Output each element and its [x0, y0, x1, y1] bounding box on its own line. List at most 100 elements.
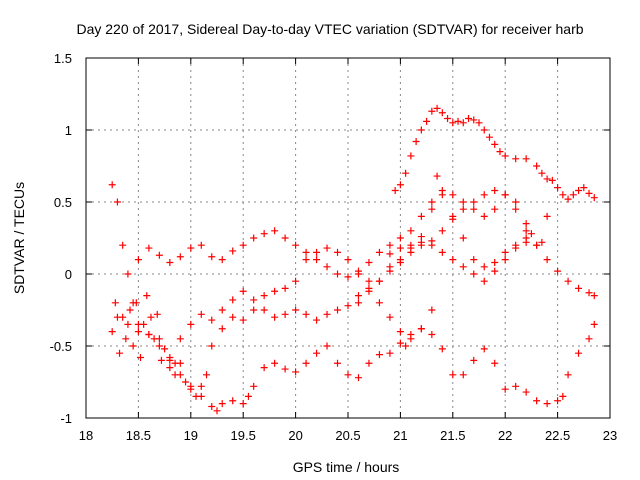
- data-point: [428, 198, 436, 206]
- data-point: [203, 371, 211, 379]
- data-point: [153, 310, 161, 318]
- data-point: [271, 359, 279, 367]
- data-point: [375, 248, 383, 256]
- data-point: [239, 241, 247, 249]
- data-point: [132, 299, 140, 307]
- data-point: [417, 212, 425, 220]
- data-point: [176, 335, 184, 343]
- data-point: [365, 287, 373, 295]
- data-point: [501, 191, 509, 199]
- data-point: [187, 320, 195, 328]
- data-point: [281, 365, 289, 373]
- plot-frame: [85, 57, 611, 419]
- data-point: [543, 256, 551, 264]
- data-point: [512, 155, 520, 163]
- data-point: [176, 253, 184, 261]
- data-point: [208, 402, 216, 410]
- data-point: [323, 310, 331, 318]
- data-point: [239, 287, 247, 295]
- data-point: [302, 310, 310, 318]
- data-point: [590, 194, 598, 202]
- data-point: [522, 227, 530, 235]
- data-point: [302, 359, 310, 367]
- data-point: [559, 392, 567, 400]
- data-point: [543, 175, 551, 183]
- data-point: [554, 397, 562, 405]
- data-point: [386, 349, 394, 357]
- data-point: [313, 349, 321, 357]
- data-point: [396, 258, 404, 266]
- x-tick-label: 19.5: [231, 428, 256, 443]
- data-point: [480, 277, 488, 285]
- data-point: [281, 234, 289, 242]
- data-point: [470, 205, 478, 213]
- data-point: [197, 241, 205, 249]
- data-point: [386, 267, 394, 275]
- data-point: [124, 270, 132, 278]
- data-point: [108, 181, 116, 189]
- data-point: [313, 316, 321, 324]
- data-point: [412, 138, 420, 146]
- data-point: [375, 351, 383, 359]
- data-point: [417, 325, 425, 333]
- data-point: [213, 407, 221, 415]
- data-point: [533, 397, 541, 405]
- data-point: [512, 198, 520, 206]
- data-point: [564, 277, 572, 285]
- data-point: [292, 368, 300, 376]
- data-point: [543, 212, 551, 220]
- data-point: [344, 256, 352, 264]
- data-point: [334, 306, 342, 314]
- data-point: [396, 339, 404, 347]
- data-point: [433, 172, 441, 180]
- y-tick-label: 0.5: [54, 195, 72, 210]
- series-0: [134, 186, 598, 300]
- data-point: [187, 385, 195, 393]
- data-point: [438, 109, 446, 117]
- data-point: [559, 191, 567, 199]
- data-point: [475, 119, 483, 127]
- data-point: [538, 169, 546, 177]
- data-point: [470, 256, 478, 264]
- data-point: [250, 382, 258, 390]
- data-point: [501, 256, 509, 264]
- data-point: [116, 349, 124, 357]
- data-point: [522, 238, 530, 246]
- data-point: [480, 191, 488, 199]
- data-point: [119, 313, 127, 321]
- x-axis-label: GPS time / hours: [293, 459, 400, 475]
- data-point: [239, 316, 247, 324]
- data-point: [239, 400, 247, 408]
- data-point: [496, 148, 504, 156]
- data-point: [161, 345, 169, 353]
- data-point: [208, 316, 216, 324]
- data-point: [250, 296, 258, 304]
- data-point: [449, 256, 457, 264]
- data-point: [354, 299, 362, 307]
- data-point: [260, 292, 268, 300]
- data-point: [292, 277, 300, 285]
- data-point: [590, 320, 598, 328]
- data-point: [465, 114, 473, 122]
- data-point: [396, 328, 404, 336]
- data-point: [396, 234, 404, 242]
- data-point: [143, 292, 151, 300]
- data-point: [171, 371, 179, 379]
- data-point: [365, 359, 373, 367]
- data-point: [485, 133, 493, 141]
- data-point: [438, 248, 446, 256]
- data-point: [145, 244, 153, 252]
- data-point: [229, 313, 237, 321]
- data-point: [512, 382, 520, 390]
- y-tick-label: 0: [65, 267, 72, 282]
- data-point: [147, 313, 155, 321]
- data-point: [470, 198, 478, 206]
- data-point: [302, 256, 310, 264]
- data-point: [365, 258, 373, 266]
- x-tick-label: 21.5: [440, 428, 465, 443]
- data-point: [250, 306, 258, 314]
- x-tick-label: 22: [498, 428, 512, 443]
- data-point: [150, 335, 158, 343]
- data-point: [527, 230, 535, 238]
- data-point: [157, 356, 165, 364]
